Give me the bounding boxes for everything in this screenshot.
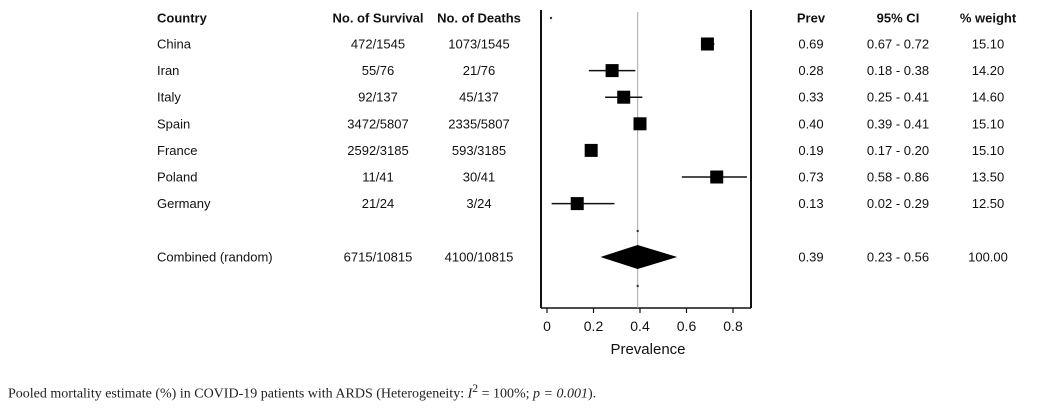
study-ci: 0.17 - 0.20 — [867, 143, 929, 158]
study-deaths: 593/3185 — [452, 143, 506, 158]
study-country: Poland — [157, 170, 197, 185]
study-point-square — [605, 64, 619, 78]
x-axis-label: Prevalence — [610, 341, 685, 358]
study-ci: 0.39 - 0.41 — [867, 116, 929, 131]
combined-prev: 0.39 — [798, 250, 823, 265]
study-weight: 14.60 — [972, 90, 1005, 105]
caption-i-val: = 100%; — [478, 386, 534, 402]
combined-survival: 6715/10815 — [344, 250, 413, 265]
study-deaths: 3/24 — [466, 196, 491, 211]
x-tick-label: 0.8 — [723, 318, 743, 334]
study-survival: 92/137 — [358, 90, 398, 105]
study-country: Germany — [157, 196, 211, 211]
study-deaths: 1073/1545 — [448, 37, 509, 52]
caption-tail: ). — [588, 386, 597, 402]
caption-i-sup: 2 — [472, 382, 479, 395]
study-country: Italy — [157, 90, 181, 105]
study-deaths: 21/76 — [463, 63, 496, 78]
study-prev: 0.28 — [798, 63, 823, 78]
study-point-square — [570, 197, 584, 211]
caption-lead: Pooled mortality estimate (%) in COVID-1… — [8, 386, 468, 402]
study-survival: 55/76 — [362, 63, 395, 78]
column-header-deaths: No. of Deaths — [437, 11, 521, 26]
study-weight: 13.50 — [972, 170, 1005, 185]
study-survival: 2592/3185 — [347, 143, 408, 158]
combined-label: Combined (random) — [157, 250, 273, 265]
combined-weight: 100.00 — [968, 250, 1008, 265]
combined-deaths: 4100/10815 — [445, 250, 514, 265]
study-country: Spain — [157, 116, 190, 131]
study-deaths: 45/137 — [459, 90, 499, 105]
column-header-weight: % weight — [960, 11, 1017, 26]
study-prev: 0.33 — [798, 90, 823, 105]
study-survival: 472/1545 — [351, 37, 405, 52]
study-point-square — [633, 117, 647, 131]
plot-marker-dot — [636, 229, 639, 233]
study-survival: 11/41 — [362, 170, 394, 185]
study-prev: 0.13 — [798, 196, 823, 211]
study-survival: 21/24 — [362, 196, 395, 211]
study-country: China — [157, 37, 192, 52]
study-prev: 0.69 — [798, 37, 823, 52]
combined-diamond — [600, 245, 678, 269]
study-deaths: 30/41 — [463, 170, 496, 185]
plot-marker-dot — [549, 16, 553, 20]
caption-p-val: = 0.001 — [540, 386, 588, 402]
study-ci: 0.67 - 0.72 — [867, 37, 929, 52]
column-header-survival: No. of Survival — [332, 11, 423, 26]
study-prev: 0.19 — [798, 143, 823, 158]
study-point-square — [584, 143, 598, 157]
plot-marker-dot — [636, 284, 639, 288]
study-ci: 0.18 - 0.38 — [867, 63, 929, 78]
forest-plot: 0 0.2 0.4 0.6 0.8 Country No. of Survival No. … — [157, 10, 1017, 358]
study-point-square — [617, 90, 631, 104]
study-weight: 12.50 — [972, 196, 1005, 211]
study-ci: 0.02 - 0.29 — [867, 196, 929, 211]
study-point-square — [710, 170, 724, 184]
study-country: France — [157, 143, 197, 158]
study-weight: 14.20 — [972, 63, 1005, 78]
study-weight: 15.10 — [972, 143, 1005, 158]
figure-caption: Pooled mortality estimate (%) in COVID-1… — [8, 382, 1028, 403]
column-header-prev: Prev — [797, 11, 826, 26]
x-tick-label: 0 — [543, 318, 551, 334]
study-point-square — [700, 37, 714, 51]
study-deaths: 2335/5807 — [448, 116, 509, 131]
caption-i-var: I — [467, 386, 473, 402]
study-weight: 15.10 — [972, 116, 1005, 131]
x-tick-label: 0.6 — [677, 318, 697, 334]
x-tick-label: 0.2 — [584, 318, 604, 334]
study-ci: 0.25 - 0.41 — [867, 90, 929, 105]
combined-ci: 0.23 - 0.56 — [867, 250, 929, 265]
study-weight: 15.10 — [972, 37, 1005, 52]
study-survival: 3472/5807 — [347, 116, 408, 131]
study-prev: 0.40 — [798, 116, 823, 131]
column-header-country: Country — [157, 11, 208, 26]
x-tick-label: 0.4 — [630, 318, 650, 334]
column-header-ci: 95% CI — [877, 11, 920, 26]
study-country: Iran — [157, 63, 179, 78]
study-prev: 0.73 — [798, 170, 823, 185]
caption-p-var: p — [533, 386, 541, 402]
study-ci: 0.58 - 0.86 — [867, 170, 929, 185]
